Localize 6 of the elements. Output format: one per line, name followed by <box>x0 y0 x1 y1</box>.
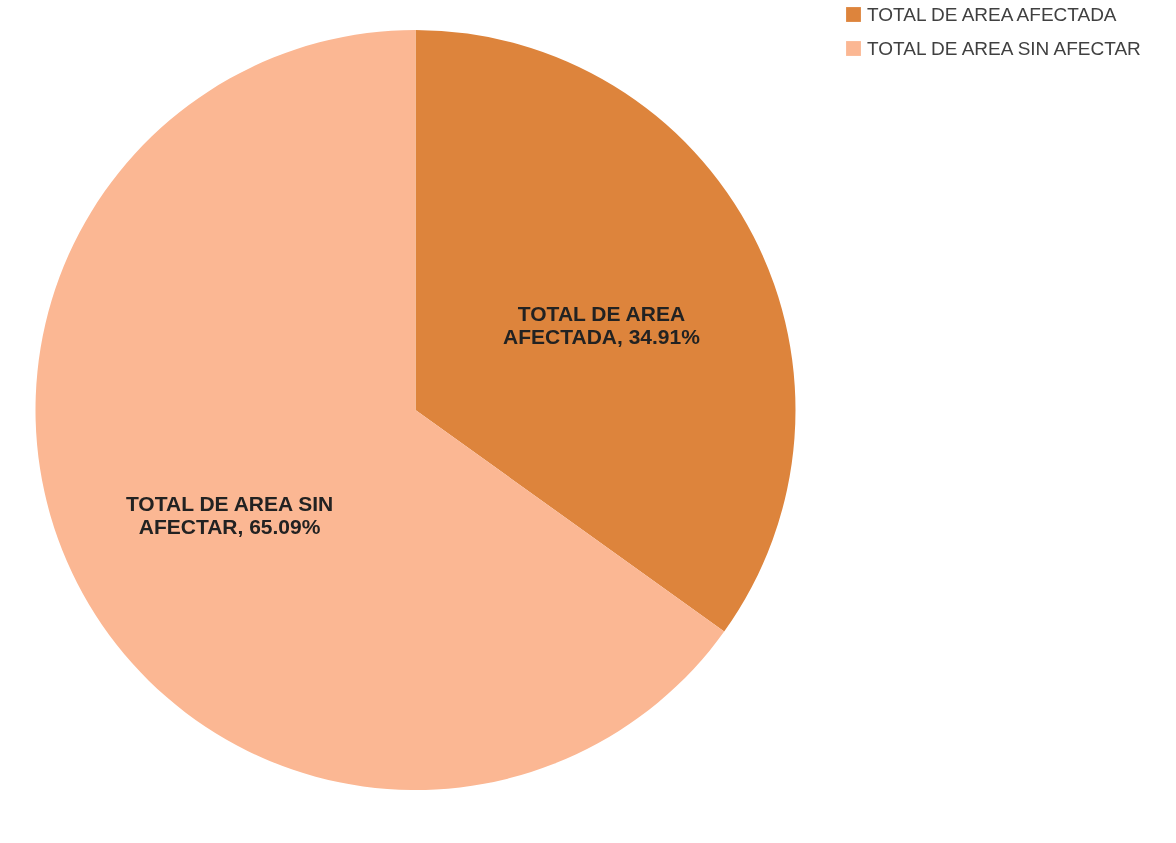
legend-label: TOTAL DE AREA AFECTADA <box>867 3 1117 25</box>
legend-label: TOTAL DE AREA SIN AFECTAR <box>867 37 1141 59</box>
pie-slice <box>35 30 725 790</box>
data-label: TOTAL DE AREA SIN AFECTAR, 65.09% <box>125 492 334 539</box>
pie-slice <box>415 30 796 632</box>
data-label: TOTAL DE AREA AFECTADA, 34.91% <box>503 301 701 348</box>
